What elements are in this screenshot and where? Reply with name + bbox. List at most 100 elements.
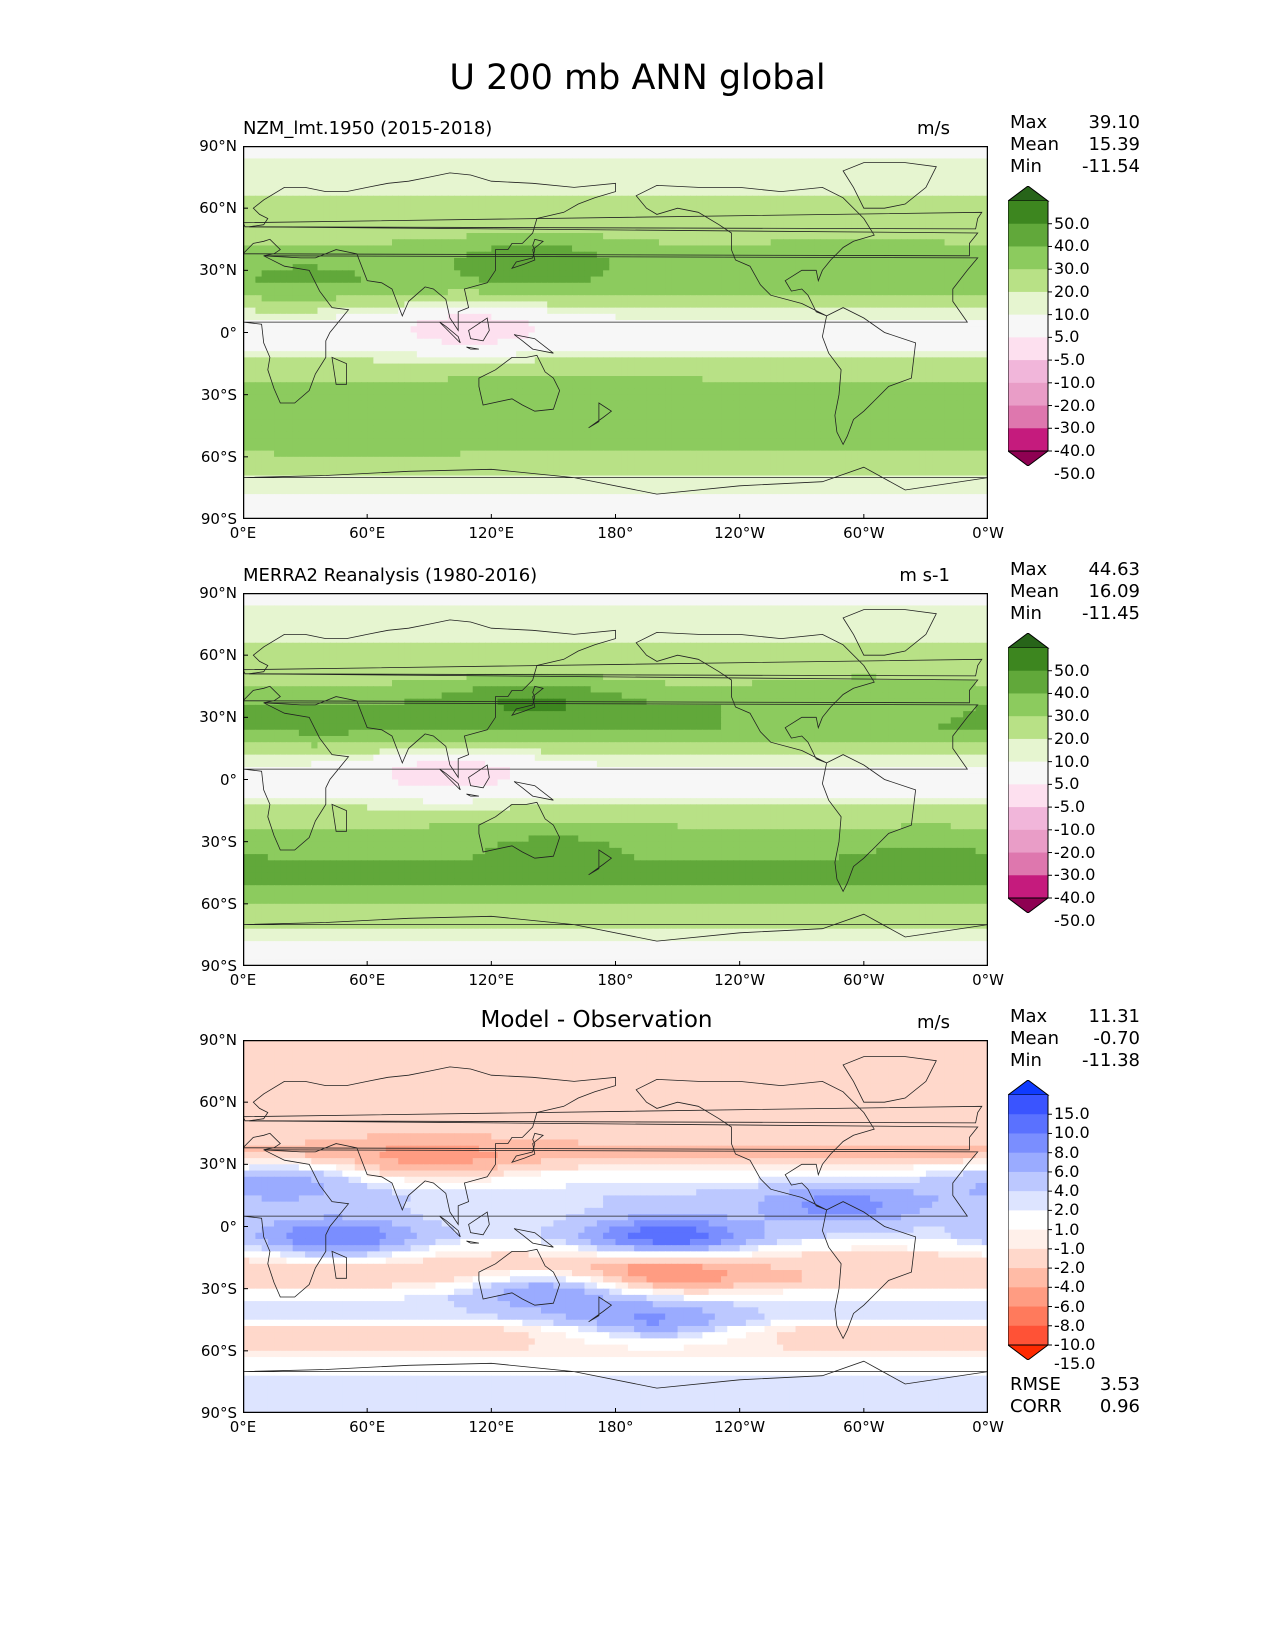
colorbar-segment xyxy=(1008,648,1048,672)
colorbar-label: 10.0 xyxy=(1054,1123,1090,1142)
colorbar-label: -20.0 xyxy=(1054,843,1095,862)
stat-max: Max 44.63 xyxy=(1010,559,1140,581)
colorbar-segment xyxy=(1008,693,1048,717)
colorbar-label: -10.0 xyxy=(1054,820,1095,839)
coastline-9 xyxy=(331,803,347,832)
coastline-7 xyxy=(511,685,544,717)
lon-tick-label: 60°E xyxy=(337,1418,397,1436)
lon-tick-label: 60°E xyxy=(337,971,397,989)
colorbar-label: -4.0 xyxy=(1054,1277,1085,1296)
lat-tick-label: 30°N xyxy=(177,708,237,726)
panel1-stats: Max 39.10 Mean 15.39 Min -11.54 xyxy=(1010,112,1140,178)
lon-tick-label: 60°W xyxy=(834,971,894,989)
metric-corr: CORR 0.96 xyxy=(1010,1396,1140,1418)
panel3-units: m/s xyxy=(850,1012,950,1033)
lat-tick-label: 90°N xyxy=(177,137,237,155)
lon-tick-label: 60°W xyxy=(834,524,894,542)
panel1-colorbar: 50.0 40.0 30.0 20.0 10.0 5.0 -5.0 -10.0 -20.0 -30… xyxy=(1006,185,1098,483)
field-raster xyxy=(243,1040,988,1413)
panel1-title: NZM_lmt.1950 (2015-2018) xyxy=(243,118,492,139)
colorbar-segment xyxy=(1008,1133,1048,1154)
coastline-6 xyxy=(243,913,988,942)
coastline-9 xyxy=(331,1250,347,1279)
colorbar-label: -5.0 xyxy=(1054,797,1085,816)
coastline-13 xyxy=(513,781,554,801)
lon-tick-label: 120°E xyxy=(461,1418,521,1436)
colorbar-label: 50.0 xyxy=(1054,214,1090,233)
colorbar-segment xyxy=(1008,1152,1048,1173)
colorbar-segment xyxy=(1008,405,1048,429)
panel2-title: MERRA2 Reanalysis (1980-2016) xyxy=(243,565,537,586)
lon-tick-label: 0°W xyxy=(958,524,1018,542)
colorbar-segment xyxy=(1008,784,1048,808)
colorbar-segment xyxy=(1008,223,1048,247)
lon-tick-label: 0°E xyxy=(213,524,273,542)
colorbar-segment xyxy=(1008,291,1048,316)
lon-tick-label: 120°W xyxy=(710,1418,770,1436)
coastline-3 xyxy=(635,631,875,764)
coastline-5 xyxy=(842,162,937,209)
colorbar-segment xyxy=(1008,1248,1048,1269)
panel3-title: Model - Observation xyxy=(243,1007,950,1033)
colorbar-label: 40.0 xyxy=(1054,236,1090,255)
panel1-units: m/s xyxy=(850,118,950,139)
lon-tick-label: 0°W xyxy=(958,971,1018,989)
stat-mean: Mean -0.70 xyxy=(1010,1028,1140,1050)
coastline-2 xyxy=(478,354,561,412)
colorbar-label: -2.0 xyxy=(1054,1258,1085,1277)
colorbar-segment xyxy=(1008,428,1048,452)
colorbar-label: -8.0 xyxy=(1054,1316,1085,1335)
colorbar-label: -40.0 xyxy=(1054,888,1095,907)
colorbar-segment xyxy=(1008,875,1048,899)
coastline-10 xyxy=(439,768,461,791)
coastline-2 xyxy=(478,1248,561,1306)
colorbar-segment xyxy=(1008,1229,1048,1250)
coastline-5 xyxy=(842,609,937,656)
coastline-5 xyxy=(842,1056,937,1103)
coastline-2 xyxy=(478,801,561,859)
colorbar-label: 30.0 xyxy=(1054,706,1090,725)
colorbar-segment xyxy=(1008,716,1048,740)
coastline-12 xyxy=(468,764,490,789)
colorbar-segment xyxy=(1008,1191,1048,1211)
colorbar-segment xyxy=(1008,1095,1048,1115)
colorbar-segment xyxy=(1008,1287,1048,1308)
colorbar-segment xyxy=(1008,337,1048,361)
lon-tick-label: 180° xyxy=(586,1418,646,1436)
lat-tick-label: 90°S xyxy=(177,957,237,975)
lon-tick-label: 60°W xyxy=(834,1418,894,1436)
lat-tick-label: 30°S xyxy=(177,1280,237,1298)
coastline-14 xyxy=(588,849,613,876)
lat-tick-label: 0° xyxy=(177,324,237,342)
stat-max: Max 11.31 xyxy=(1010,1006,1140,1028)
coastline-8 xyxy=(243,211,983,230)
colorbar-min-arrow xyxy=(1006,450,1050,467)
colorbar-max-arrow xyxy=(1006,1079,1050,1096)
colorbar-segment xyxy=(1008,201,1048,225)
coastline-14 xyxy=(588,1296,613,1323)
lat-tick-label: 90°S xyxy=(177,1404,237,1422)
lat-tick-label: 60°N xyxy=(177,1093,237,1111)
lon-tick-label: 0°E xyxy=(213,1418,273,1436)
colorbar-label: -30.0 xyxy=(1054,865,1095,884)
metric-rmse: RMSE 3.53 xyxy=(1010,1374,1140,1396)
colorbar-label: -10.0 xyxy=(1054,373,1095,392)
lat-tick-label: 60°N xyxy=(177,646,237,664)
colorbar-label: 50.0 xyxy=(1054,661,1090,680)
panel2-units: m s-1 xyxy=(850,565,950,586)
colorbar-segment xyxy=(1008,1268,1048,1288)
coastline-11 xyxy=(466,346,479,350)
lon-tick-label: 0°E xyxy=(213,971,273,989)
colorbar-label: 15.0 xyxy=(1054,1104,1090,1123)
colorbar-label: -50.0 xyxy=(1054,911,1095,930)
coastline-7 xyxy=(511,1132,544,1164)
colorbar-segment xyxy=(1008,269,1048,293)
colorbar-max-arrow xyxy=(1006,632,1050,649)
lon-tick-label: 120°W xyxy=(710,524,770,542)
coastline-4 xyxy=(821,1201,917,1340)
colorbar-label: 1.0 xyxy=(1054,1220,1079,1239)
coastline-8 xyxy=(243,1105,983,1124)
colorbar-label: 10.0 xyxy=(1054,752,1090,771)
field-raster xyxy=(243,146,988,519)
field-raster xyxy=(243,593,988,966)
